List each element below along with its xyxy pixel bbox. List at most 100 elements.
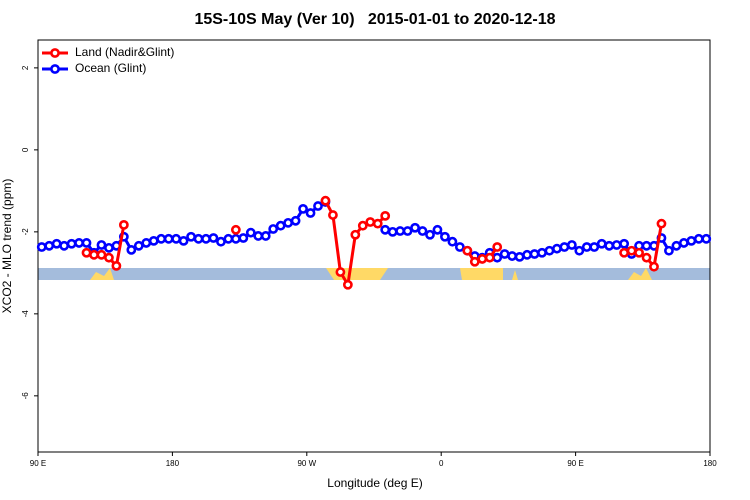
data-point xyxy=(425,229,435,240)
data-point xyxy=(641,240,652,251)
data-point xyxy=(126,244,137,255)
land-patch xyxy=(90,268,114,280)
data-point xyxy=(253,231,264,241)
data-point xyxy=(514,251,525,262)
data-point xyxy=(44,240,55,251)
data-point xyxy=(626,245,637,256)
x-tick-label: 90 E xyxy=(567,459,583,468)
data-point xyxy=(223,233,234,244)
data-point xyxy=(171,233,182,244)
data-point xyxy=(350,229,361,240)
data-point xyxy=(335,267,346,277)
data-point xyxy=(36,242,47,252)
data-point xyxy=(611,240,622,250)
data-point xyxy=(380,224,391,235)
data-point xyxy=(395,226,406,236)
land-patch xyxy=(460,268,503,280)
data-point xyxy=(387,226,398,237)
data-point xyxy=(268,224,279,234)
legend-marker xyxy=(50,48,60,58)
data-point xyxy=(469,256,480,267)
data-point xyxy=(111,260,122,271)
data-point xyxy=(604,240,615,251)
x-axis-label: Longitude (deg E) xyxy=(327,476,422,490)
data-point xyxy=(596,238,607,249)
data-point xyxy=(230,224,241,235)
data-point xyxy=(507,251,518,261)
data-point xyxy=(619,247,630,258)
data-point xyxy=(574,245,585,256)
x-tick-label: 0 xyxy=(439,459,444,468)
data-point xyxy=(66,238,77,249)
legend-marker xyxy=(50,64,60,74)
data-point xyxy=(342,279,353,290)
data-point xyxy=(81,247,92,258)
data-point xyxy=(544,245,555,256)
data-point xyxy=(201,233,211,244)
data-point xyxy=(81,238,92,248)
data-point xyxy=(634,247,644,258)
x-tick-label: 180 xyxy=(703,459,717,468)
data-point xyxy=(104,242,114,253)
chart-title: 15S-10S May (Ver 10) 2015-01-01 to 2020-… xyxy=(194,11,555,28)
data-point xyxy=(619,238,630,249)
data-point xyxy=(148,235,159,246)
data-point xyxy=(178,235,189,246)
data-point xyxy=(186,231,196,242)
data-point xyxy=(320,195,331,206)
data-point xyxy=(454,242,465,252)
data-point xyxy=(156,233,167,244)
data-point xyxy=(208,233,219,243)
y-tick-label: -2 xyxy=(21,228,30,236)
data-point xyxy=(552,243,562,254)
x-tick-label: 90 W xyxy=(297,459,316,468)
data-point xyxy=(559,242,570,252)
data-point xyxy=(96,240,107,250)
data-point xyxy=(678,238,689,248)
data-point xyxy=(649,261,659,272)
data-point xyxy=(133,240,144,251)
data-point xyxy=(522,249,532,260)
data-point xyxy=(686,235,697,246)
data-point xyxy=(566,240,577,250)
data-point xyxy=(372,218,383,229)
data-point xyxy=(141,238,152,248)
data-point xyxy=(290,215,301,226)
data-point xyxy=(59,240,70,251)
data-point xyxy=(380,210,391,221)
data-point xyxy=(693,233,704,244)
data-point xyxy=(701,233,712,244)
data-point xyxy=(74,238,84,248)
data-point xyxy=(305,208,316,218)
data-point xyxy=(410,222,420,233)
x-tick-label: 90 E xyxy=(30,459,46,468)
legend-label: Ocean (Glint) xyxy=(75,61,146,75)
data-point xyxy=(89,249,99,260)
data-point xyxy=(118,219,129,230)
data-point xyxy=(641,252,652,263)
y-axis-label: XCO2 - MLO trend (ppm) xyxy=(0,179,14,314)
data-point xyxy=(313,201,323,211)
data-point xyxy=(537,247,547,258)
data-point xyxy=(283,217,294,228)
data-point xyxy=(417,226,428,236)
data-point xyxy=(664,245,674,256)
data-point xyxy=(104,252,114,263)
y-tick-label: -4 xyxy=(21,310,30,318)
land-mask xyxy=(38,268,710,280)
data-point xyxy=(477,254,488,264)
data-point xyxy=(671,240,682,251)
data-point xyxy=(260,231,271,241)
legend-label: Land (Nadir&Glint) xyxy=(75,45,174,59)
data-point xyxy=(402,226,413,236)
data-point xyxy=(51,238,62,249)
data-point xyxy=(484,252,495,263)
data-point xyxy=(581,242,592,252)
data-point xyxy=(245,227,256,238)
data-point xyxy=(656,218,667,229)
data-point xyxy=(357,220,368,231)
data-point xyxy=(230,233,241,244)
land-patch xyxy=(326,268,388,280)
data-point xyxy=(298,203,308,214)
